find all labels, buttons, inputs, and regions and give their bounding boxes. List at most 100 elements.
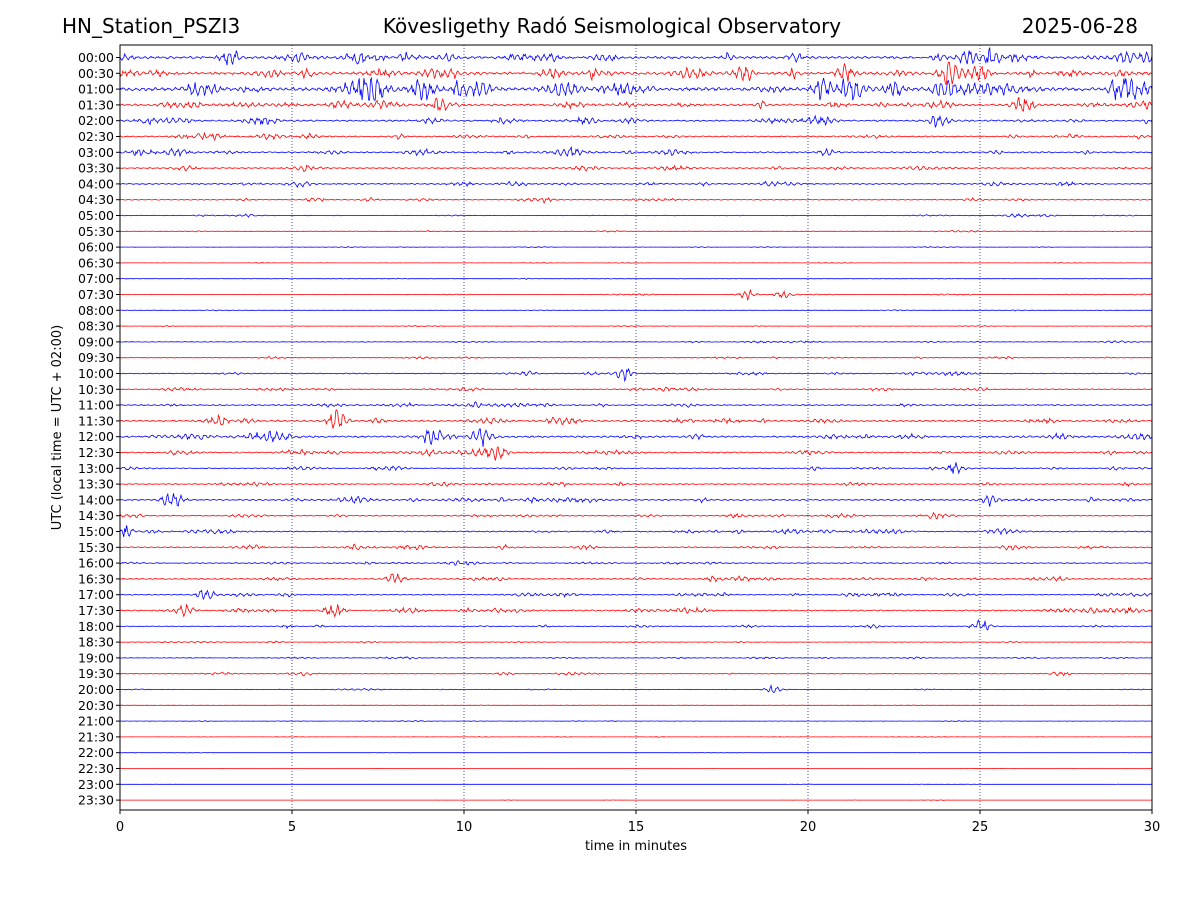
trace-1300 [119, 462, 1153, 475]
trace-1800 [119, 618, 1153, 631]
trace-0800 [120, 309, 1153, 312]
y-tick-label: 17:30 [78, 603, 114, 618]
trace-2030 [120, 704, 1153, 707]
trace-1230 [119, 446, 1153, 461]
y-tick-label: 03:00 [78, 145, 114, 160]
x-tick-label: 30 [1144, 820, 1161, 835]
trace-1830 [119, 640, 1153, 644]
y-tick-label: 02:30 [78, 129, 114, 144]
y-tick-label: 17:00 [78, 587, 114, 602]
y-tick-label: 04:00 [78, 176, 114, 191]
trace-2130 [120, 736, 1153, 738]
x-tick-label: 25 [972, 820, 989, 835]
y-tick-label: 12:00 [78, 429, 114, 444]
y-tick-label: 14:30 [78, 508, 114, 523]
trace-1700 [119, 589, 1153, 601]
trace-1400 [119, 492, 1153, 507]
trace-0300 [119, 145, 1153, 158]
y-tick-label: 01:30 [78, 97, 114, 112]
x-axis-label: time in minutes [585, 839, 687, 854]
trace-2000 [119, 684, 1153, 694]
trace-0730 [120, 288, 1153, 301]
trace-1030 [119, 386, 1152, 392]
trace-0700 [119, 277, 1153, 280]
trace-0330 [119, 164, 1152, 173]
y-tick-label: 10:30 [78, 382, 114, 397]
trace-1100 [119, 401, 1153, 408]
y-tick-label: 23:00 [78, 777, 114, 792]
y-tick-label: 04:30 [78, 192, 114, 207]
y-tick-label: 18:30 [78, 635, 114, 650]
trace-1900 [119, 656, 1153, 660]
y-tick-label: 00:30 [78, 66, 114, 81]
y-axis-ticks: 00:0000:3001:0001:3002:0002:3003:0003:30… [78, 50, 120, 808]
trace-1330 [119, 481, 1153, 488]
x-tick-label: 20 [800, 820, 817, 835]
observatory-title: Kövesligethy Radó Seismological Observat… [382, 14, 842, 38]
y-tick-label: 20:00 [78, 682, 114, 697]
y-tick-label: 11:00 [78, 398, 114, 413]
y-tick-label: 10:00 [78, 366, 114, 381]
x-tick-label: 0 [116, 820, 124, 835]
trace-1430 [119, 511, 1153, 520]
y-tick-label: 23:30 [78, 793, 114, 808]
trace-1130 [119, 409, 1153, 429]
plot-frame [119, 44, 1153, 811]
y-tick-label: 18:00 [78, 619, 114, 634]
y-tick-label: 08:30 [78, 319, 114, 334]
trace-0600 [119, 246, 1153, 248]
y-tick-label: 12:30 [78, 445, 114, 460]
trace-0000 [119, 47, 1153, 66]
y-tick-label: 07:00 [78, 271, 114, 286]
y-tick-label: 09:30 [78, 350, 114, 365]
y-tick-label: 15:00 [78, 524, 114, 539]
y-tick-label: 06:00 [78, 240, 114, 255]
y-tick-label: 14:00 [78, 492, 114, 507]
y-tick-label: 00:00 [78, 50, 114, 65]
y-tick-label: 16:00 [78, 556, 114, 571]
y-tick-label: 01:00 [78, 82, 114, 97]
trace-0130 [119, 96, 1153, 112]
vertical-gridlines [291, 45, 981, 810]
trace-0530 [119, 229, 1152, 233]
trace-1600 [119, 560, 1152, 566]
trace-0900 [119, 340, 1153, 344]
y-tick-label: 16:30 [78, 571, 114, 586]
y-tick-label: 22:00 [78, 745, 114, 760]
trace-0830 [120, 325, 1152, 328]
y-tick-label: 05:00 [78, 208, 114, 223]
y-tick-label: 06:30 [78, 255, 114, 270]
plot-date: 2025-06-28 [1021, 14, 1138, 38]
trace-0100 [119, 76, 1153, 101]
seismic-traces [119, 47, 1153, 801]
y-tick-label: 05:30 [78, 224, 114, 239]
y-tick-label: 03:30 [78, 161, 114, 176]
trace-1930 [120, 671, 1152, 677]
trace-1000 [119, 367, 1153, 383]
y-tick-label: 11:30 [78, 413, 114, 428]
trace-1730 [119, 603, 1152, 618]
trace-1200 [119, 428, 1153, 447]
trace-2100 [120, 720, 1152, 723]
y-tick-label: 02:00 [78, 113, 114, 128]
y-axis-label: UTC (local time = UTC + 02:00) [50, 325, 65, 530]
y-tick-label: 21:00 [78, 714, 114, 729]
trace-0400 [119, 180, 1153, 189]
y-tick-label: 09:00 [78, 334, 114, 349]
x-tick-label: 5 [288, 820, 296, 835]
y-tick-label: 22:30 [78, 761, 114, 776]
trace-1500 [119, 525, 1153, 538]
y-tick-label: 21:30 [78, 729, 114, 744]
y-tick-label: 08:00 [78, 303, 114, 318]
trace-0430 [120, 197, 1153, 205]
trace-0030 [119, 61, 1153, 85]
trace-1630 [120, 573, 1152, 583]
y-tick-label: 07:30 [78, 287, 114, 302]
y-tick-label: 15:30 [78, 540, 114, 555]
y-tick-label: 13:00 [78, 461, 114, 476]
station-name: HN_Station_PSZI3 [62, 14, 241, 38]
trace-0930 [119, 355, 1153, 360]
y-tick-label: 19:00 [78, 650, 114, 665]
y-tick-label: 13:30 [78, 477, 114, 492]
